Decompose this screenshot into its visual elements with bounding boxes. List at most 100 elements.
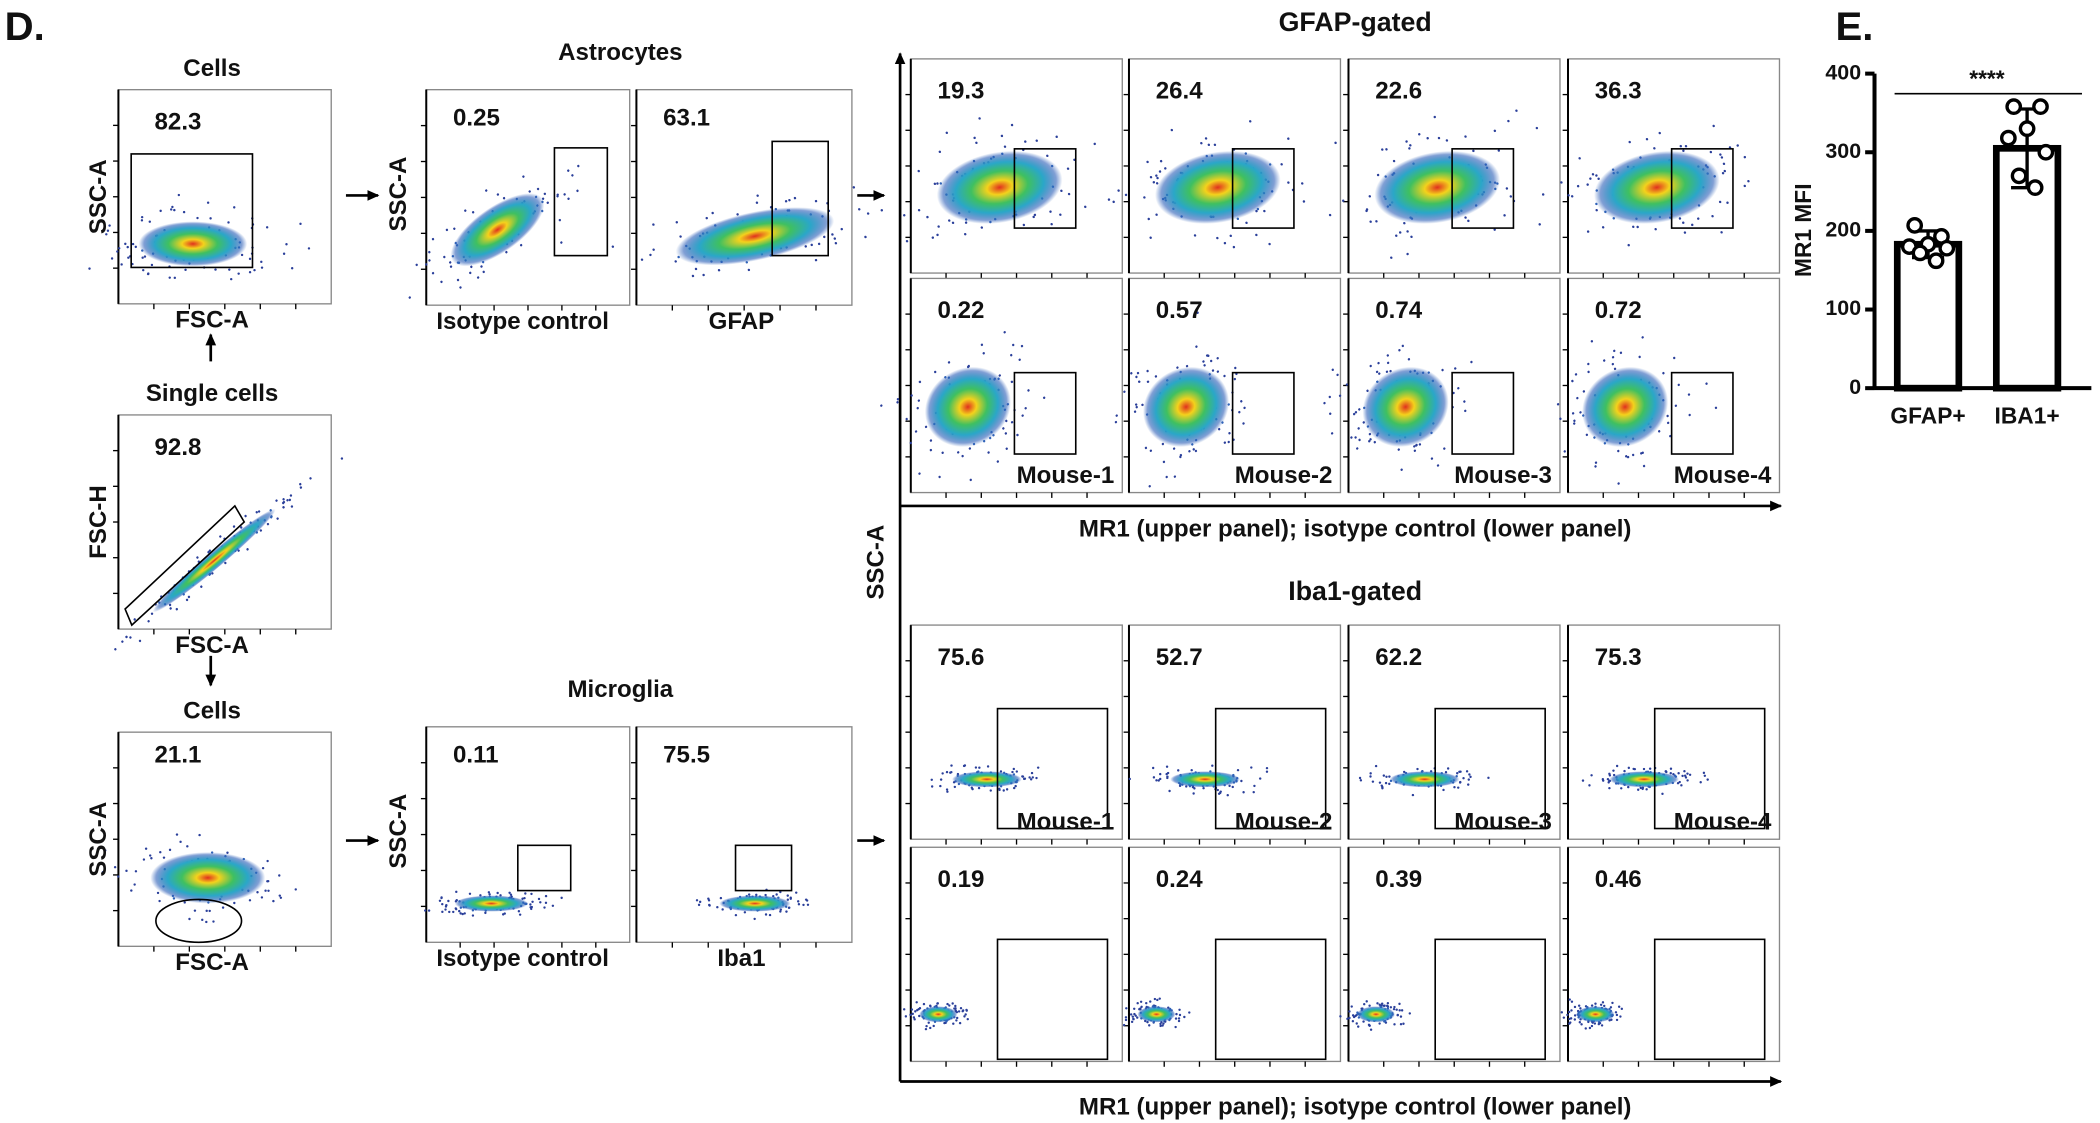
event-dot xyxy=(140,219,144,222)
event-dot xyxy=(455,890,458,894)
event-dot xyxy=(212,920,215,923)
event-dot xyxy=(1055,135,1058,138)
event-dot xyxy=(1369,1028,1373,1031)
event-dot xyxy=(299,482,302,486)
event-dot xyxy=(1576,396,1579,400)
event-dot xyxy=(806,903,810,906)
event-dot xyxy=(796,900,800,903)
gate-percent: 0.24 xyxy=(1156,866,1203,893)
event-dot xyxy=(1348,1016,1351,1020)
event-dot xyxy=(425,263,428,266)
event-dot xyxy=(1336,373,1339,377)
event-dot xyxy=(226,851,229,854)
event-dot xyxy=(1462,776,1465,780)
event-dot xyxy=(917,169,920,173)
event-dot xyxy=(1031,776,1034,779)
event-dot xyxy=(925,1024,928,1028)
event-dot xyxy=(929,439,933,442)
event-dot xyxy=(1027,389,1030,392)
gate xyxy=(1013,371,1077,455)
event-dot xyxy=(248,257,252,261)
event-dot xyxy=(1679,144,1682,148)
x-axis-label: FSC-A xyxy=(175,307,249,334)
event-dot xyxy=(1211,764,1214,767)
event-dot xyxy=(106,229,110,232)
event-dot xyxy=(1196,311,1199,314)
event-dot xyxy=(441,910,444,914)
event-dot xyxy=(1030,771,1034,775)
event-dot xyxy=(1280,163,1283,166)
event-dot xyxy=(1594,461,1598,464)
event-dot xyxy=(551,904,555,908)
event-dot xyxy=(246,548,249,551)
event-dot xyxy=(539,901,542,904)
event-dot xyxy=(503,912,506,915)
density-core xyxy=(1170,771,1240,788)
event-dot xyxy=(852,186,856,189)
gate xyxy=(996,707,1109,830)
event-dot xyxy=(1003,331,1006,334)
event-dot xyxy=(560,896,563,900)
event-dot xyxy=(936,182,939,185)
event-dot xyxy=(1357,1025,1360,1028)
gate-percent: 21.1 xyxy=(155,742,202,769)
event-dot xyxy=(1743,184,1746,188)
event-dot xyxy=(233,206,236,209)
event-dot xyxy=(1719,153,1722,156)
mouse-label: Mouse-1 xyxy=(1017,809,1115,836)
event-dot xyxy=(939,778,943,781)
event-dot xyxy=(674,260,677,263)
event-dot xyxy=(1386,354,1390,357)
event-dot xyxy=(1373,440,1376,444)
event-dot xyxy=(1358,438,1361,442)
event-dot xyxy=(961,1009,965,1012)
event-dot xyxy=(1426,137,1429,140)
event-dot xyxy=(227,221,230,224)
event-dot xyxy=(1351,1019,1355,1023)
event-dot xyxy=(1355,1022,1358,1025)
event-dot xyxy=(120,263,123,266)
event-dot xyxy=(933,182,937,186)
event-dot xyxy=(1084,205,1087,209)
event-dot xyxy=(968,447,972,450)
event-dot xyxy=(1178,1008,1181,1012)
event-dot xyxy=(1598,1021,1602,1025)
event-dot xyxy=(1354,411,1358,414)
density xyxy=(902,1001,969,1031)
event-dot xyxy=(131,242,135,246)
event-dot xyxy=(459,912,462,915)
event-dot xyxy=(567,169,570,172)
event-dot xyxy=(1606,777,1610,781)
event-dot xyxy=(260,896,264,899)
gate xyxy=(130,153,254,269)
plot-title: Single cells xyxy=(146,380,279,407)
event-dot xyxy=(1632,767,1635,771)
event-dot xyxy=(930,785,934,788)
event-dot xyxy=(1684,776,1688,779)
event-dot xyxy=(169,607,172,610)
event-dot xyxy=(1151,766,1155,770)
event-dot xyxy=(1135,405,1138,409)
event-dot xyxy=(519,243,523,247)
event-dot xyxy=(1681,774,1684,778)
event-dot xyxy=(1442,788,1445,792)
event-dot xyxy=(864,235,867,239)
event-dot xyxy=(1188,1011,1191,1014)
event-dot xyxy=(1228,432,1231,435)
event-dot xyxy=(117,247,121,250)
event-dot xyxy=(1216,236,1219,240)
event-dot xyxy=(1571,412,1575,415)
gate xyxy=(1214,707,1327,830)
event-dot xyxy=(1369,364,1372,368)
event-dot xyxy=(936,1002,939,1005)
event-dot xyxy=(1579,1007,1582,1010)
event-dot xyxy=(546,201,549,204)
event-dot xyxy=(1359,779,1363,782)
event-dot xyxy=(1029,778,1033,781)
gate-percent: 22.6 xyxy=(1375,78,1422,105)
event-dot xyxy=(951,221,955,225)
bar xyxy=(1893,240,1963,392)
event-dot xyxy=(471,914,475,917)
event-dot xyxy=(1233,377,1237,381)
y-tick-label: 0 xyxy=(1849,375,1861,399)
